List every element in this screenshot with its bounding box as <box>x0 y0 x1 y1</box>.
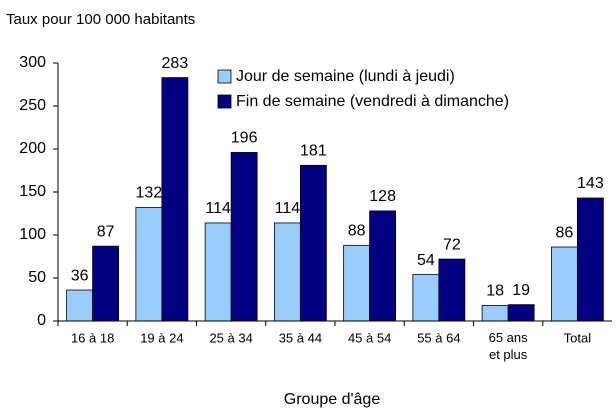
value-label: 196 <box>231 130 258 147</box>
value-label: 54 <box>417 252 435 269</box>
bar <box>412 274 440 322</box>
x-tick-label: 19 à 24 <box>140 330 183 345</box>
y-tick-label: 300 <box>19 54 46 71</box>
value-label: 181 <box>300 143 327 160</box>
bar <box>369 210 397 322</box>
y-tick-label: 0 <box>37 312 46 329</box>
y-axis-label: Taux pour 100 000 habitants <box>6 11 195 28</box>
value-label: 18 <box>486 283 504 300</box>
bar <box>66 289 94 322</box>
bar <box>230 152 258 322</box>
x-tick-label: 35 à 44 <box>279 330 322 345</box>
x-axis-label: Groupe d'âge <box>284 391 381 408</box>
bar <box>273 222 301 322</box>
bar <box>507 304 535 322</box>
bar <box>299 164 327 322</box>
value-label: 19 <box>512 282 530 299</box>
bar <box>161 77 189 322</box>
y-tick-label: 200 <box>19 140 46 157</box>
bar <box>438 258 466 322</box>
bar <box>576 197 604 322</box>
legend-label: Fin de semaine (vendredi à dimanche) <box>236 93 509 110</box>
bar <box>92 245 120 322</box>
x-tick-label: 45 à 54 <box>348 330 391 345</box>
bar <box>343 244 371 322</box>
bar <box>481 305 509 322</box>
y-tick-label: 250 <box>19 97 46 114</box>
value-label: 283 <box>162 55 189 72</box>
value-label: 36 <box>71 267 89 284</box>
bar <box>204 222 232 322</box>
y-tick-label: 100 <box>19 226 46 243</box>
value-label: 72 <box>443 236 461 253</box>
value-label: 128 <box>369 188 396 205</box>
x-tick-label: 55 à 64 <box>417 330 460 345</box>
value-label: 143 <box>577 175 604 192</box>
legend-label: Jour de semaine (lundi à jeudi) <box>236 68 455 85</box>
y-tick-label: 50 <box>28 269 46 286</box>
bar <box>550 246 578 322</box>
x-tick-label: 65 ans et plus <box>489 330 529 362</box>
value-label: 86 <box>555 224 573 241</box>
value-label: 114 <box>205 200 231 217</box>
value-label: 87 <box>97 223 115 240</box>
value-label: 114 <box>275 200 301 217</box>
x-tick-label: Total <box>564 330 592 345</box>
bar <box>135 207 163 322</box>
x-tick-label: 25 à 34 <box>209 330 252 345</box>
legend-swatch <box>217 94 232 109</box>
x-tick-label: 16 à 18 <box>71 330 114 345</box>
legend-swatch <box>217 69 232 84</box>
value-label: 88 <box>348 223 366 240</box>
value-label: 132 <box>136 185 163 202</box>
y-tick-label: 150 <box>19 183 46 200</box>
